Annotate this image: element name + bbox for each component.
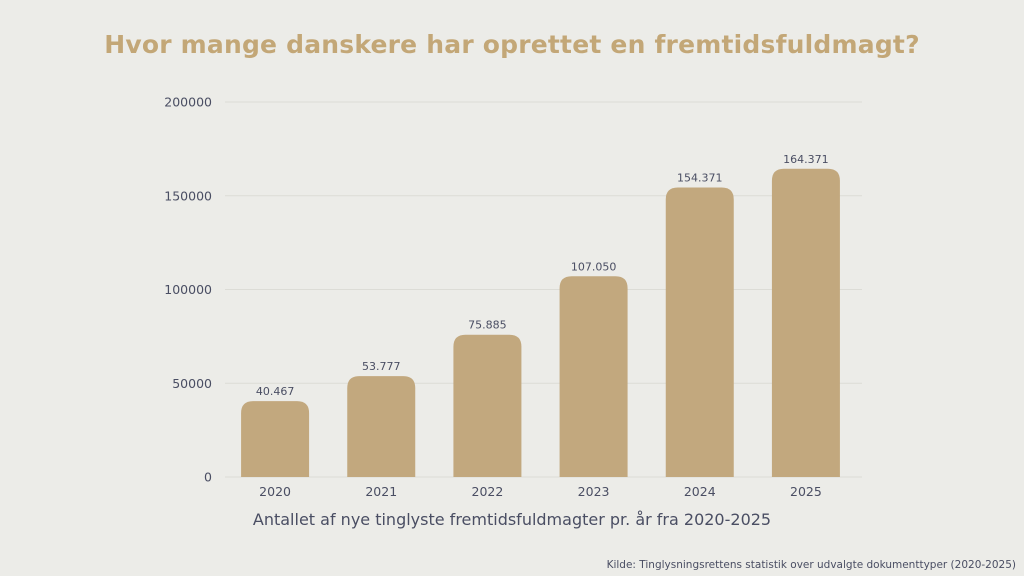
bar: [241, 401, 310, 477]
data-label: 75.885: [468, 319, 507, 332]
bars: [241, 168, 840, 477]
source-note: Kilde: Tinglysningsrettens statistik ove…: [606, 559, 1016, 571]
x-axis-ticks: 2020 2021 2022 2023 2024 2025: [259, 484, 822, 499]
bar: [771, 168, 840, 477]
data-label: 107.050: [571, 260, 617, 273]
bar: [453, 334, 522, 477]
bar: [559, 276, 628, 477]
y-axis-ticks: 0 50000 100000 150000 200000: [164, 95, 212, 485]
data-label: 40.467: [256, 385, 295, 398]
y-tick-label: 0: [204, 470, 212, 485]
x-tick-label: 2024: [684, 484, 716, 499]
y-tick-label: 100000: [164, 282, 212, 297]
x-tick-label: 2023: [578, 484, 610, 499]
bar: [347, 376, 416, 477]
chart-title: Hvor mange danskere har oprettet en frem…: [104, 30, 920, 59]
data-label: 164.371: [783, 153, 829, 166]
y-tick-label: 200000: [164, 95, 212, 110]
data-label: 154.371: [677, 172, 723, 185]
bar: [665, 187, 734, 477]
x-axis-label: Antallet af nye tinglyste fremtidsfuldma…: [252, 510, 772, 529]
y-tick-label: 150000: [164, 188, 212, 203]
gridlines: [225, 101, 862, 478]
x-tick-label: 2025: [790, 484, 822, 499]
data-label: 53.777: [362, 360, 401, 373]
y-tick-label: 50000: [172, 376, 212, 391]
x-tick-label: 2021: [365, 484, 397, 499]
x-tick-label: 2022: [472, 484, 504, 499]
data-labels: 40.467 53.777 75.885 107.050 154.371 164.371: [256, 153, 829, 398]
x-tick-label: 2020: [259, 484, 291, 499]
